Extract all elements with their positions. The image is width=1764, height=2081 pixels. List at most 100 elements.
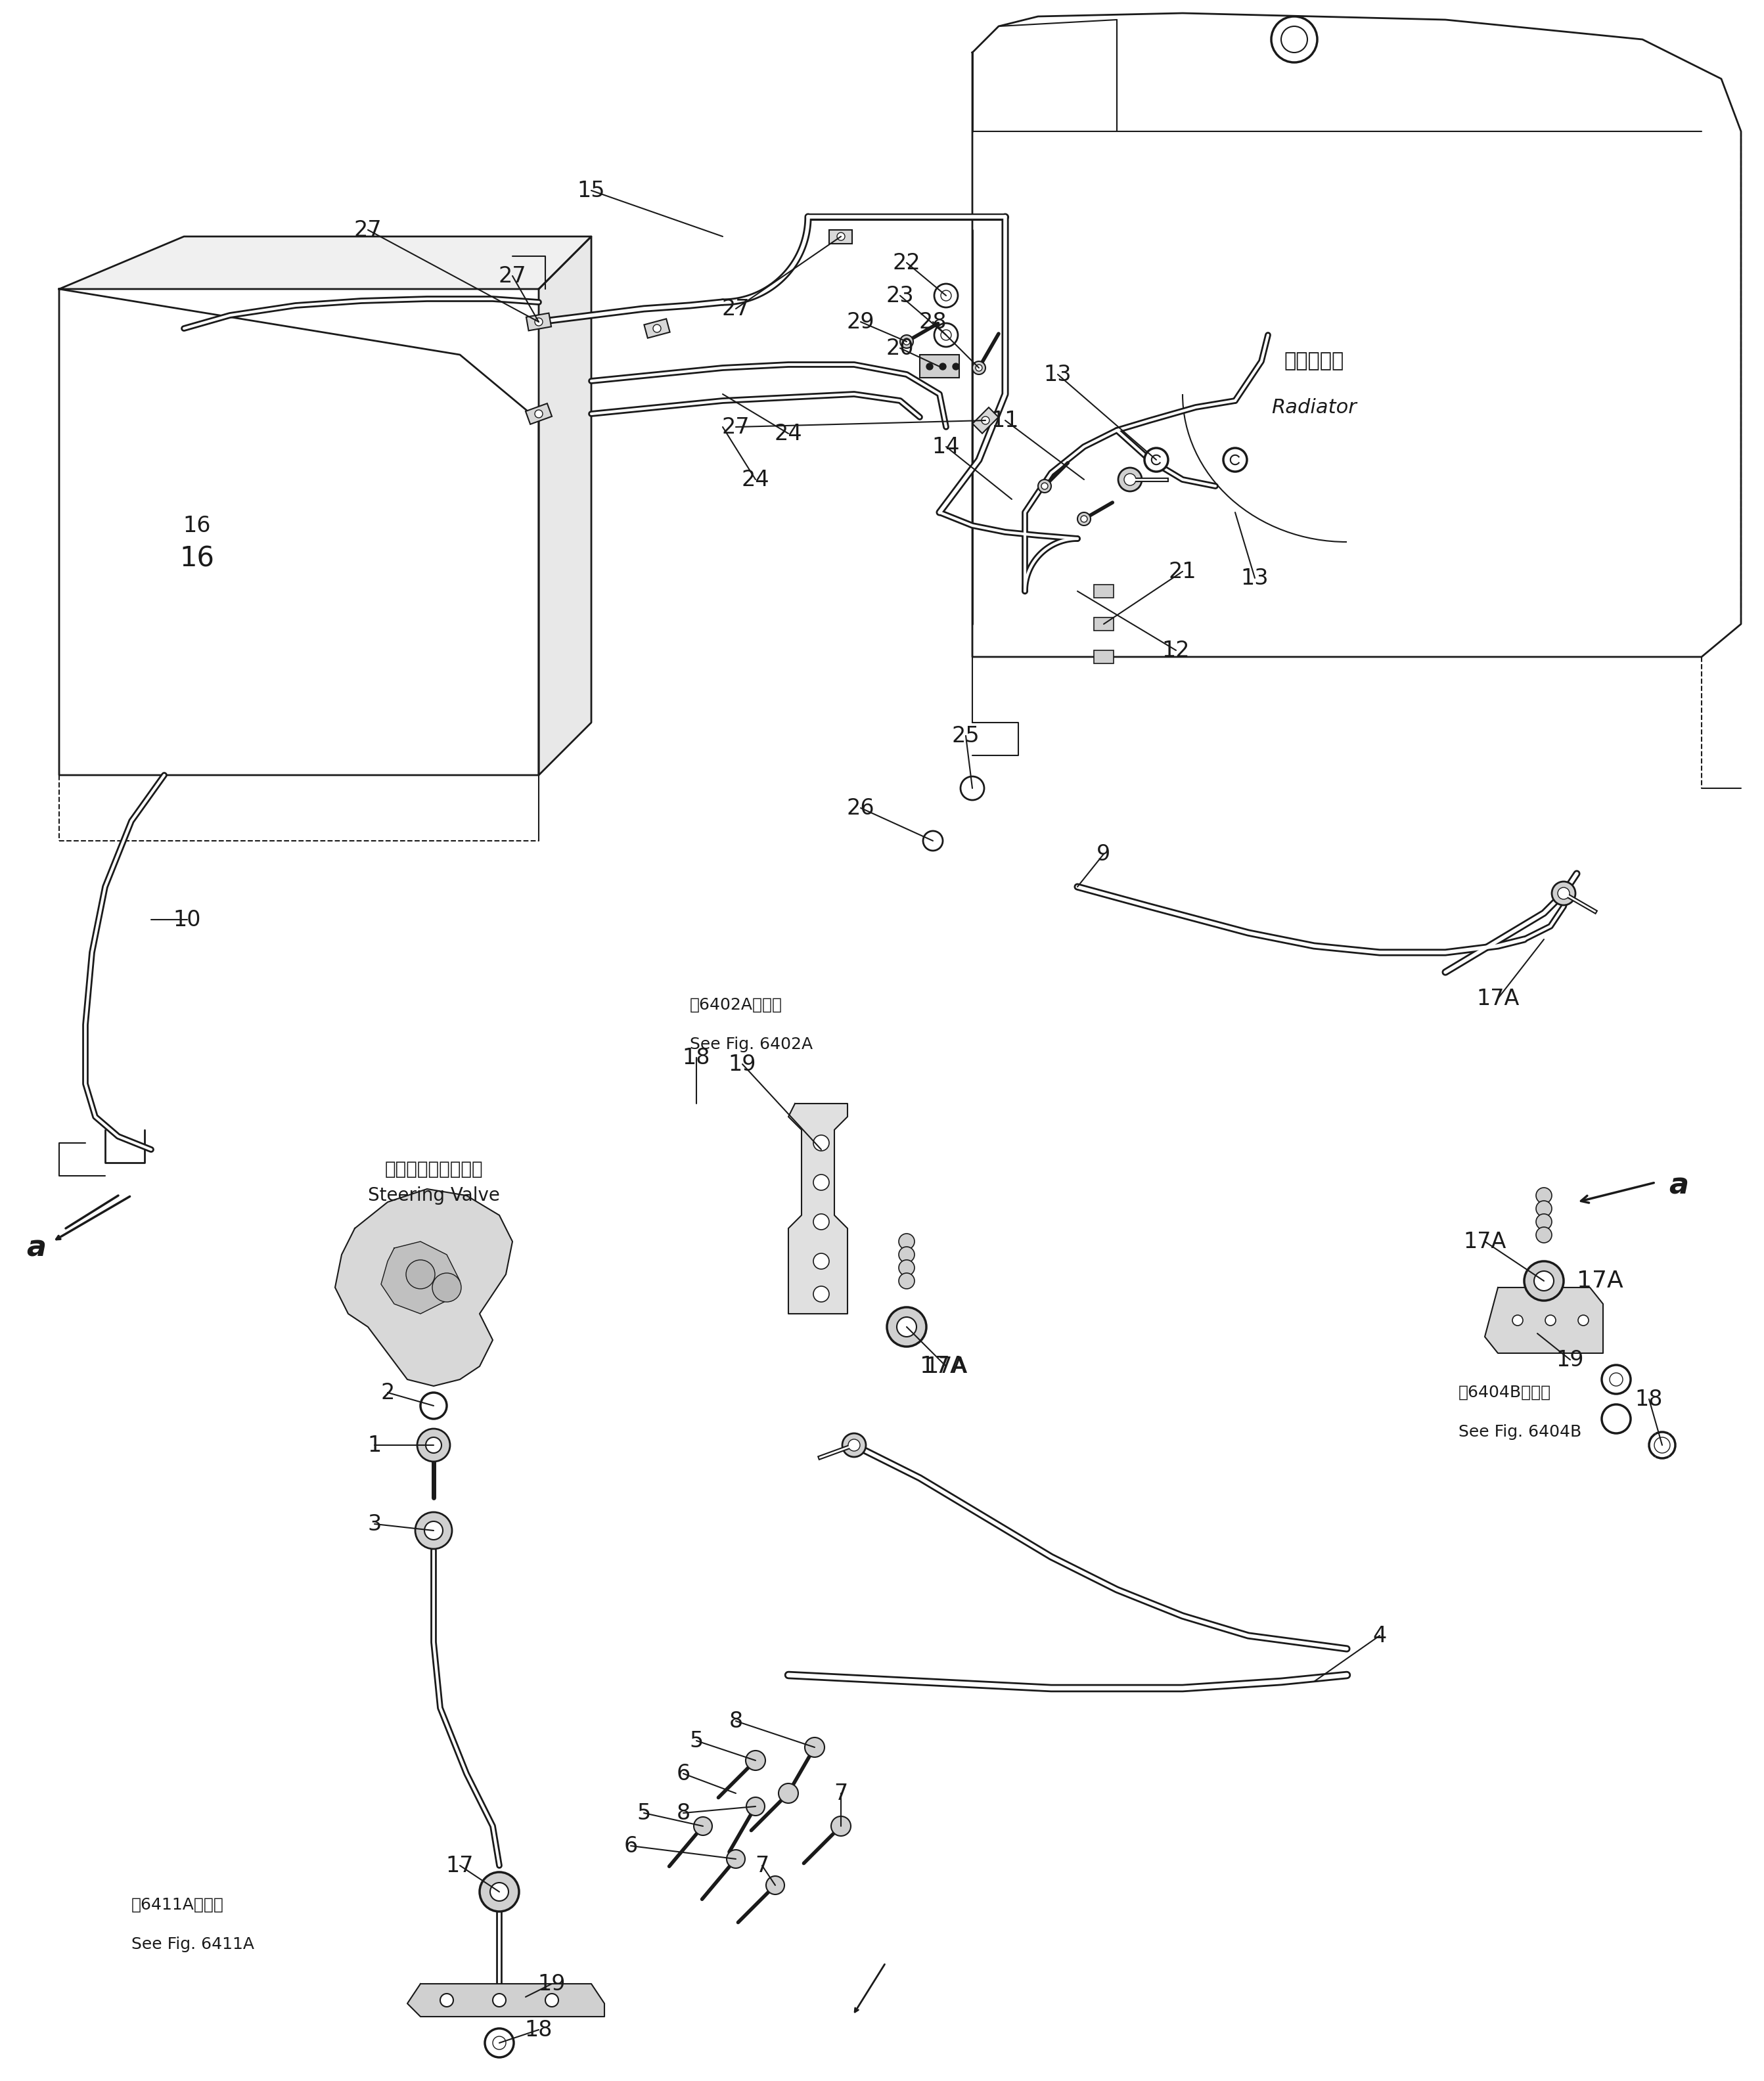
Text: 4: 4 bbox=[1372, 1625, 1387, 1646]
Circle shape bbox=[935, 323, 958, 348]
Circle shape bbox=[1579, 1315, 1589, 1326]
Circle shape bbox=[981, 416, 990, 425]
Text: 29: 29 bbox=[847, 310, 875, 333]
Circle shape bbox=[653, 325, 662, 333]
Text: 8: 8 bbox=[676, 1802, 690, 1823]
Text: 16: 16 bbox=[180, 545, 215, 572]
Bar bbox=[1094, 618, 1113, 631]
Circle shape bbox=[1041, 483, 1048, 489]
Circle shape bbox=[1536, 1228, 1552, 1242]
Circle shape bbox=[1602, 1405, 1630, 1434]
Circle shape bbox=[778, 1783, 799, 1802]
Circle shape bbox=[841, 1434, 866, 1457]
Polygon shape bbox=[407, 1983, 605, 2016]
Circle shape bbox=[416, 1430, 450, 1461]
Text: 6: 6 bbox=[676, 1763, 690, 1783]
Text: See Fig. 6404B: See Fig. 6404B bbox=[1459, 1423, 1582, 1440]
Circle shape bbox=[1512, 1315, 1522, 1326]
Circle shape bbox=[1655, 1438, 1671, 1453]
Text: 11: 11 bbox=[991, 410, 1020, 431]
Text: ステアリングバルブ: ステアリングバルブ bbox=[385, 1159, 483, 1178]
Circle shape bbox=[406, 1259, 436, 1288]
Text: 17A: 17A bbox=[924, 1355, 967, 1378]
Text: 第6402A図参照: 第6402A図参照 bbox=[690, 997, 783, 1013]
Text: 2: 2 bbox=[381, 1382, 395, 1403]
Circle shape bbox=[1558, 887, 1570, 899]
Circle shape bbox=[545, 1994, 559, 2006]
Circle shape bbox=[953, 364, 960, 370]
Text: a: a bbox=[1669, 1172, 1688, 1201]
Circle shape bbox=[923, 830, 942, 851]
Circle shape bbox=[900, 335, 914, 348]
Polygon shape bbox=[60, 289, 538, 774]
Text: 25: 25 bbox=[953, 724, 979, 747]
Circle shape bbox=[1535, 1271, 1554, 1290]
Circle shape bbox=[935, 283, 958, 308]
Circle shape bbox=[746, 1750, 766, 1771]
Polygon shape bbox=[538, 237, 591, 774]
Circle shape bbox=[940, 291, 951, 302]
Text: 13: 13 bbox=[1240, 568, 1268, 589]
Circle shape bbox=[898, 1234, 914, 1249]
Text: 17: 17 bbox=[446, 1854, 475, 1877]
Circle shape bbox=[485, 2029, 513, 2058]
Text: 26: 26 bbox=[847, 797, 875, 818]
Text: See Fig. 6411A: See Fig. 6411A bbox=[131, 1937, 254, 1952]
Polygon shape bbox=[335, 1188, 513, 1386]
Circle shape bbox=[961, 776, 984, 799]
Polygon shape bbox=[644, 318, 670, 337]
Text: 20: 20 bbox=[886, 337, 914, 360]
Circle shape bbox=[693, 1817, 713, 1835]
Circle shape bbox=[480, 1873, 519, 1912]
Circle shape bbox=[1536, 1188, 1552, 1203]
Polygon shape bbox=[60, 237, 591, 289]
Circle shape bbox=[804, 1738, 824, 1756]
Circle shape bbox=[1545, 1315, 1556, 1326]
Circle shape bbox=[813, 1174, 829, 1190]
Text: 6: 6 bbox=[624, 1835, 637, 1856]
Circle shape bbox=[972, 362, 986, 375]
Circle shape bbox=[1524, 1261, 1563, 1301]
Text: 18: 18 bbox=[526, 2019, 552, 2041]
Circle shape bbox=[898, 1259, 914, 1276]
Circle shape bbox=[926, 364, 933, 370]
Circle shape bbox=[813, 1134, 829, 1151]
Polygon shape bbox=[381, 1242, 460, 1313]
Text: 1: 1 bbox=[367, 1434, 381, 1457]
Circle shape bbox=[425, 1521, 443, 1540]
Text: 27: 27 bbox=[355, 219, 383, 241]
Text: 7: 7 bbox=[834, 1783, 848, 1804]
Text: 19: 19 bbox=[729, 1053, 757, 1076]
Circle shape bbox=[415, 1513, 452, 1548]
Circle shape bbox=[975, 364, 983, 370]
Text: 21: 21 bbox=[1168, 560, 1196, 583]
Text: See Fig. 6402A: See Fig. 6402A bbox=[690, 1036, 813, 1053]
Circle shape bbox=[813, 1213, 829, 1230]
Polygon shape bbox=[1485, 1288, 1603, 1353]
Text: 22: 22 bbox=[893, 252, 921, 273]
Circle shape bbox=[813, 1253, 829, 1269]
Circle shape bbox=[1081, 516, 1087, 522]
Text: 17A: 17A bbox=[1577, 1269, 1623, 1292]
Text: 19: 19 bbox=[538, 1973, 566, 1994]
Circle shape bbox=[836, 233, 845, 241]
Text: Steering Valve: Steering Valve bbox=[367, 1186, 499, 1205]
Text: 15: 15 bbox=[577, 179, 605, 202]
Circle shape bbox=[432, 1274, 460, 1303]
Circle shape bbox=[1281, 27, 1307, 52]
Circle shape bbox=[1602, 1365, 1630, 1394]
Text: 17A: 17A bbox=[1476, 988, 1519, 1009]
Text: a: a bbox=[26, 1234, 46, 1263]
Circle shape bbox=[490, 1883, 508, 1902]
Text: 19: 19 bbox=[1556, 1348, 1584, 1371]
Circle shape bbox=[534, 318, 543, 327]
Circle shape bbox=[1037, 479, 1051, 493]
Text: 28: 28 bbox=[919, 310, 947, 333]
Circle shape bbox=[420, 1392, 446, 1419]
Text: 12: 12 bbox=[1162, 639, 1191, 662]
Circle shape bbox=[492, 2037, 506, 2050]
Circle shape bbox=[887, 1307, 926, 1346]
Text: 9: 9 bbox=[1097, 843, 1111, 866]
Text: 27: 27 bbox=[721, 298, 750, 320]
Circle shape bbox=[441, 1994, 453, 2006]
